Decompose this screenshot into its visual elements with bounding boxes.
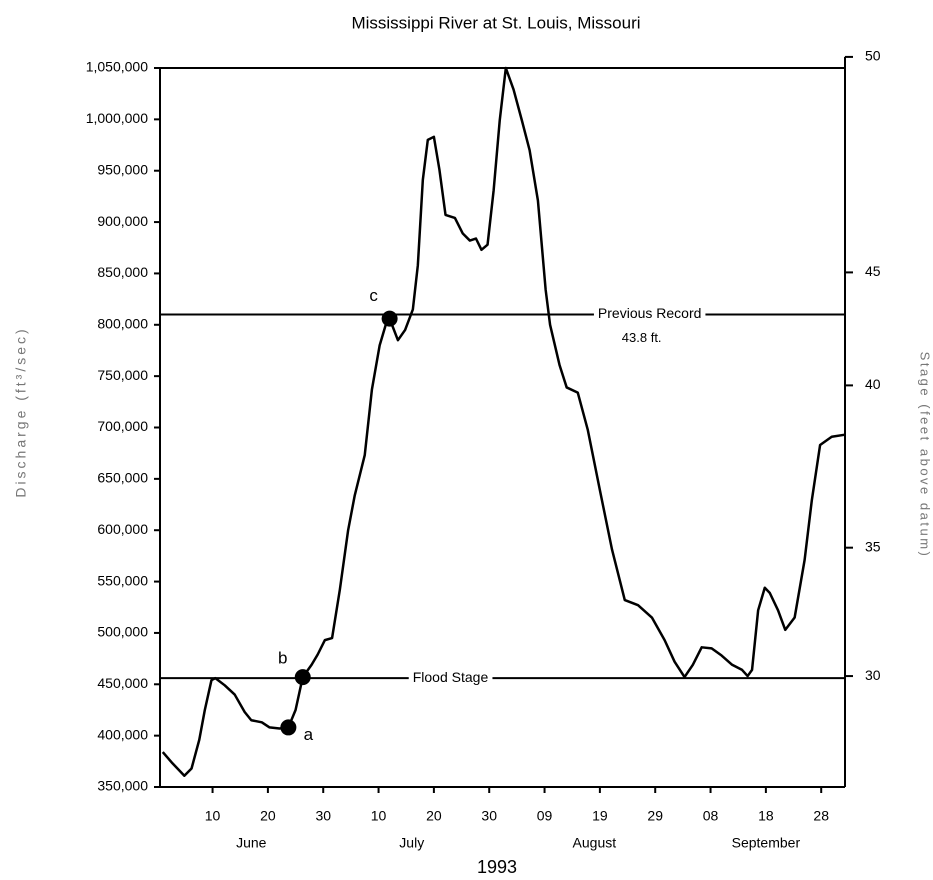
x-tick-label: 30	[315, 808, 331, 824]
y-tick-label: 950,000	[97, 161, 148, 177]
y-tick-label: 600,000	[97, 521, 148, 537]
y-tick-label: 500,000	[97, 624, 148, 640]
point-label: a	[304, 725, 314, 744]
discharge-line	[161, 66, 846, 777]
x-tick-label: 09	[537, 808, 553, 824]
y2-axis-label: Stage (feet above datum)	[918, 352, 933, 559]
point-label: c	[369, 286, 378, 305]
y-tick-label: 850,000	[97, 264, 148, 280]
month-label: September	[732, 835, 801, 851]
y2-tick-label: 35	[865, 538, 881, 554]
y-tick-label: 700,000	[97, 418, 148, 434]
x-tick-label: 10	[371, 808, 387, 824]
x-tick-label: 08	[703, 808, 719, 824]
y-tick-label: 550,000	[97, 572, 148, 588]
x-tick-label: 30	[481, 808, 497, 824]
y-tick-label: 1,050,000	[86, 59, 148, 75]
month-label: June	[236, 835, 267, 851]
month-label: August	[573, 835, 617, 851]
y-tick-label: 650,000	[97, 470, 148, 486]
y-tick-label: 750,000	[97, 367, 148, 383]
event-point	[280, 719, 297, 736]
reference-note: 43.8 ft.	[622, 330, 662, 345]
x-tick-label: 20	[260, 808, 276, 824]
x-tick-label: 10	[205, 808, 221, 824]
label-background	[593, 305, 706, 322]
x-tick-label: 18	[758, 808, 774, 824]
y-tick-label: 1,000,000	[86, 110, 148, 126]
reference-label: Previous Record	[598, 305, 702, 321]
x-tick-label: 29	[647, 808, 663, 824]
y-axis-label: Discharge (ft³/sec)	[13, 326, 29, 497]
event-point	[381, 310, 398, 327]
x-tick-label: 28	[813, 808, 829, 824]
y-tick-label: 450,000	[97, 675, 148, 691]
y-tick-label: 350,000	[97, 778, 148, 794]
x-axis-label: 1993	[477, 857, 517, 877]
y-tick-label: 800,000	[97, 315, 148, 331]
x-tick-label: 19	[592, 808, 608, 824]
x-tick-label: 20	[426, 808, 442, 824]
event-point	[294, 669, 311, 686]
point-label: b	[278, 649, 287, 668]
chart-title: Mississippi River at St. Louis, Missouri	[351, 13, 640, 32]
y-tick-label: 900,000	[97, 213, 148, 229]
reference-label: Flood Stage	[413, 669, 489, 685]
y2-tick-label: 40	[865, 376, 881, 392]
y-tick-label: 400,000	[97, 726, 148, 742]
month-label: July	[399, 835, 424, 851]
label-background	[408, 668, 493, 685]
y2-tick-label: 30	[865, 667, 881, 683]
y2-tick-label: 45	[865, 263, 881, 279]
y2-tick-label: 50	[865, 48, 881, 64]
